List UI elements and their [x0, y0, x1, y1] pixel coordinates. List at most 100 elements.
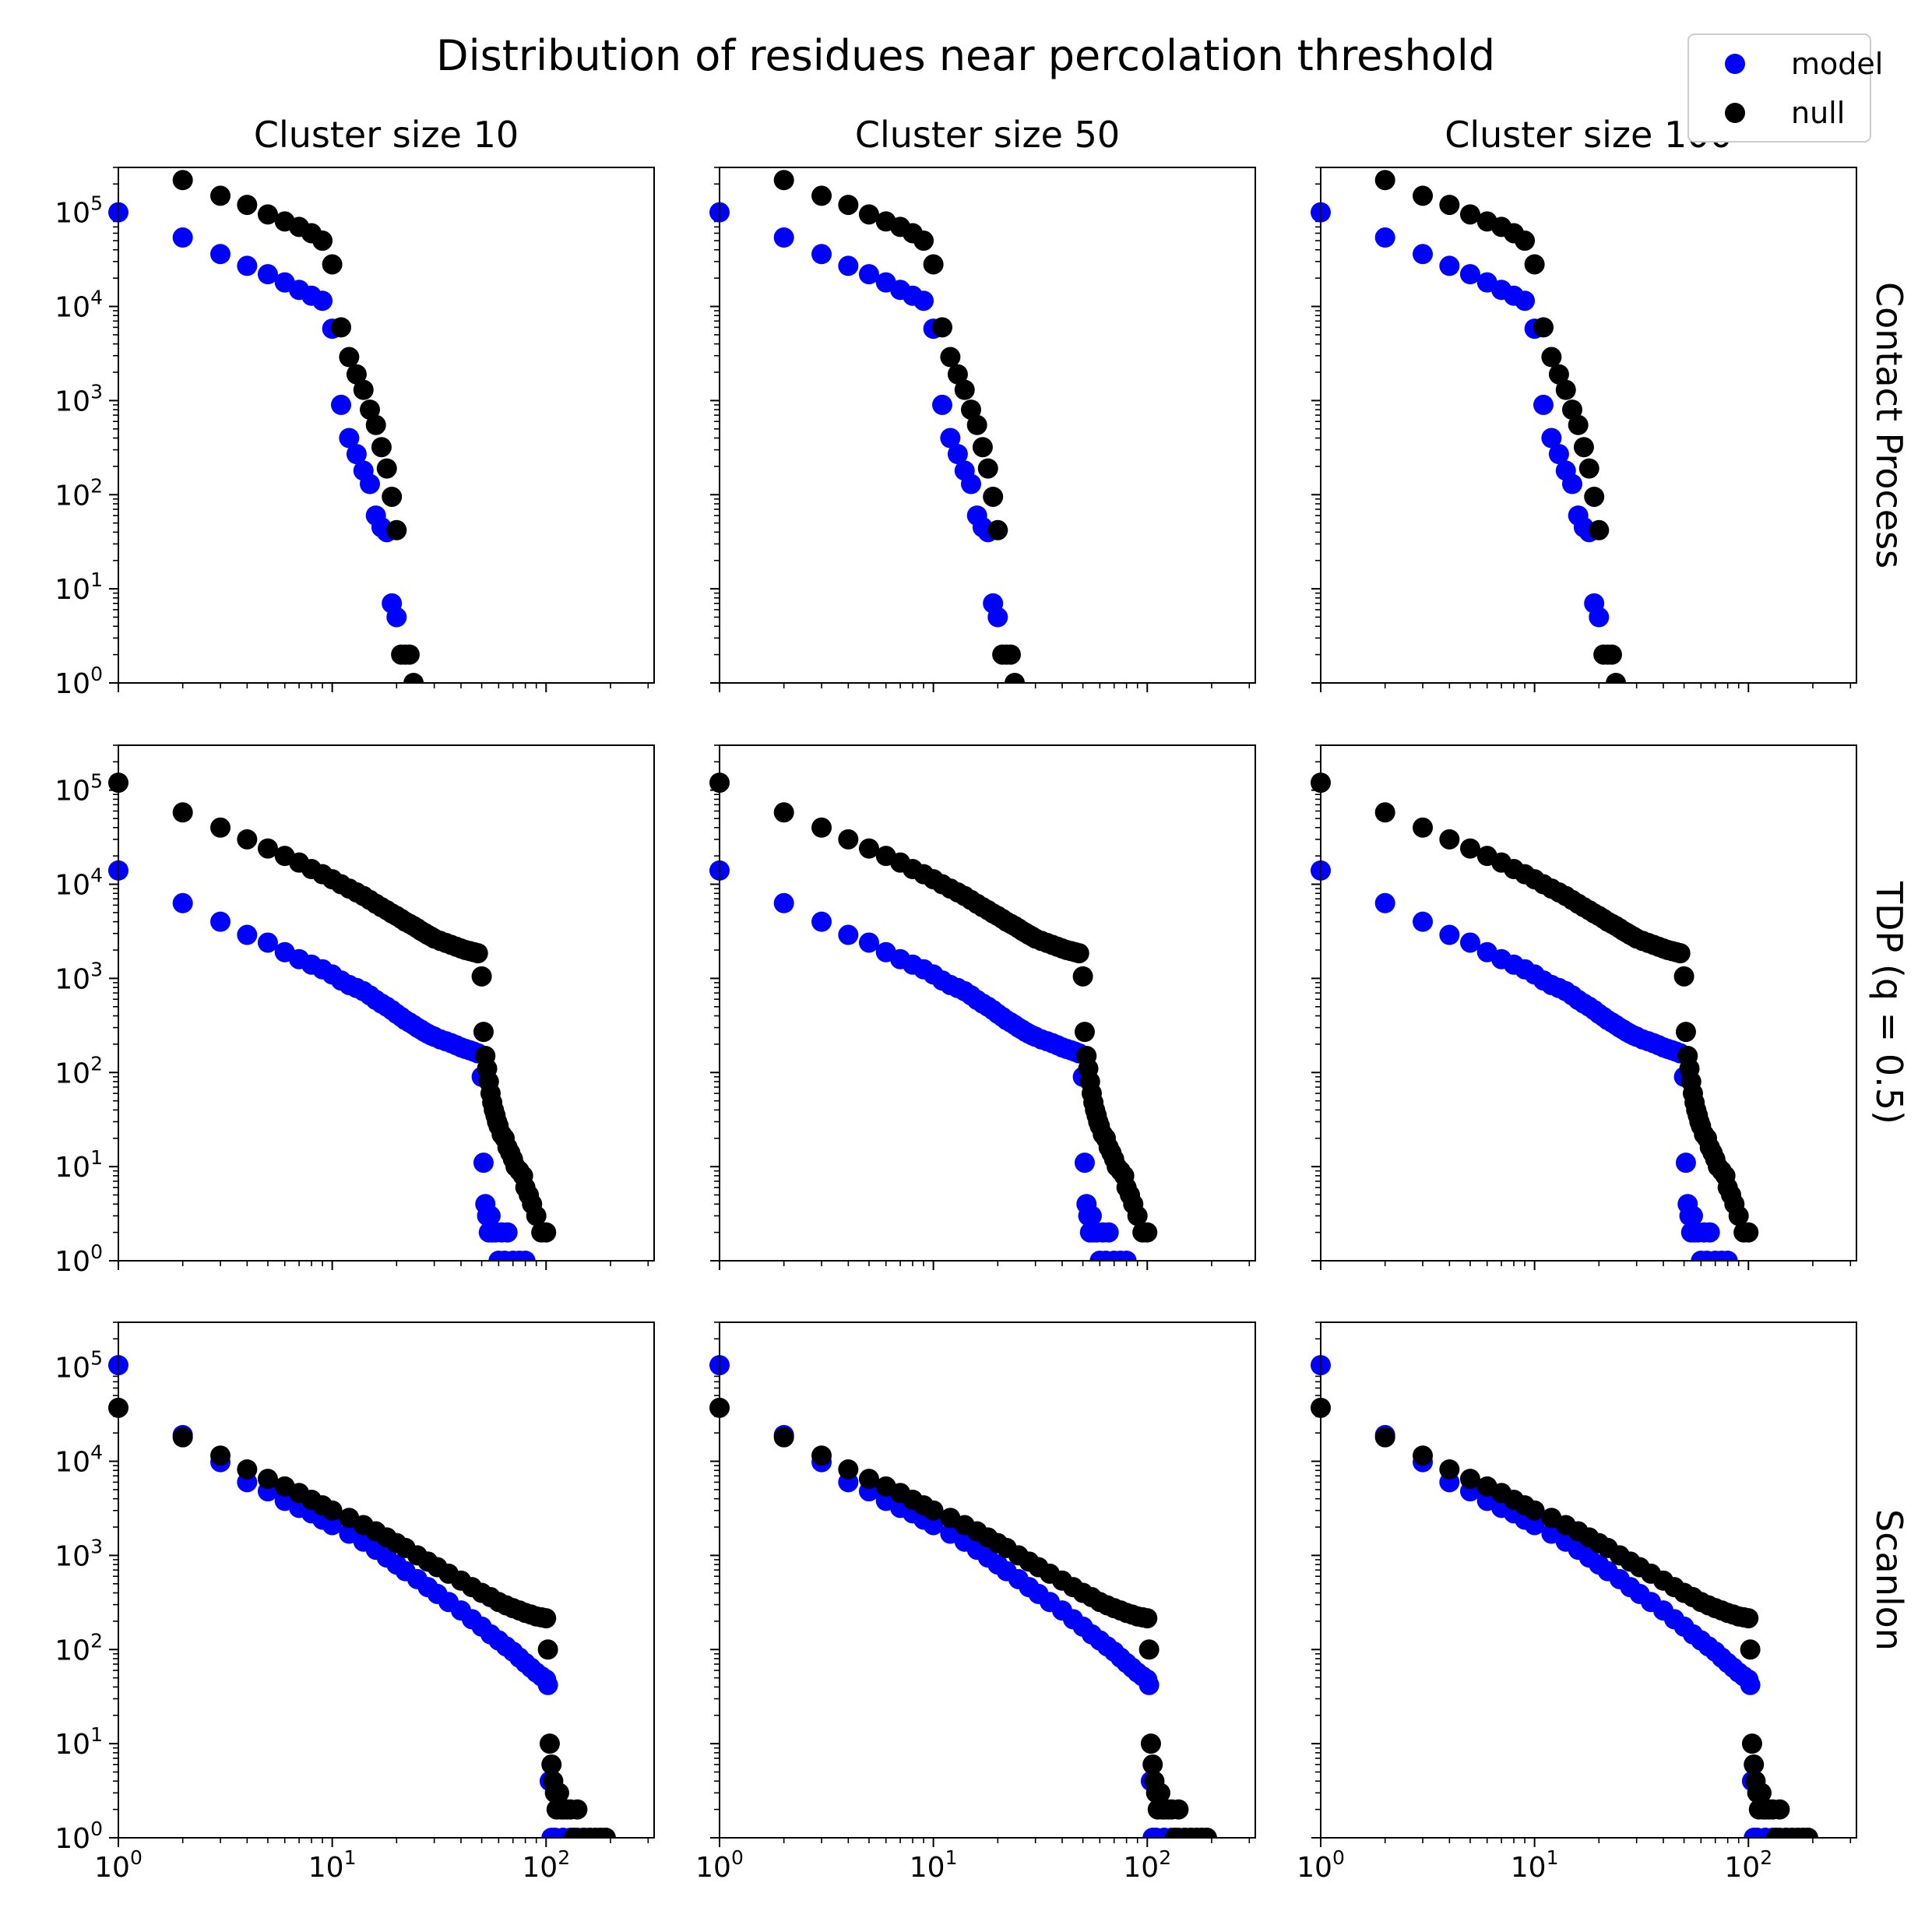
data-point-null: [1072, 966, 1093, 987]
data-point-null: [371, 437, 392, 458]
data-point-model: [172, 892, 193, 913]
data-point-null: [1555, 379, 1576, 400]
column-title-2: Cluster size 50: [855, 114, 1120, 156]
data-point-null: [257, 838, 278, 859]
x-tick-label-2: 102: [1724, 1846, 1772, 1884]
data-point-model: [1413, 244, 1434, 265]
data-point-model: [257, 264, 278, 285]
data-point-null: [1459, 1469, 1480, 1490]
series-null: [1311, 1397, 1818, 1838]
data-point-null: [210, 185, 231, 206]
data-point-model: [773, 892, 794, 913]
data-point-null: [838, 1459, 859, 1480]
data-point-model: [960, 473, 981, 494]
series-null: [1311, 772, 1759, 1243]
data-point-null: [353, 379, 374, 400]
axes-frame: [1320, 1321, 1857, 1839]
major-ticks: [109, 789, 547, 1270]
y-tick-label-1: 101: [55, 1146, 103, 1184]
data-point-null: [1741, 1733, 1762, 1754]
data-point-model: [339, 428, 360, 449]
data-point-model: [1682, 1205, 1703, 1226]
data-point-model: [858, 264, 879, 285]
data-point-model: [913, 290, 934, 311]
data-point-null: [548, 1782, 569, 1804]
axes-frame: [118, 1321, 655, 1839]
x-tick-label-0: 100: [94, 1846, 143, 1884]
major-ticks: [1311, 1366, 1750, 1847]
series-null: [172, 170, 424, 683]
data-point-null: [773, 1427, 794, 1448]
data-point-null: [537, 1639, 558, 1660]
data-point-null: [403, 673, 424, 683]
series-null: [709, 1397, 1217, 1838]
data-point-null: [471, 966, 492, 987]
axes-frame: [719, 1321, 1256, 1839]
data-point-model: [1459, 932, 1480, 953]
axes-frame: [118, 744, 655, 1262]
data-point-model: [359, 473, 380, 494]
data-point-null: [526, 1205, 547, 1226]
data-point-null: [1673, 966, 1694, 987]
data-point-model: [1561, 473, 1582, 494]
data-point-null: [473, 1022, 494, 1043]
data-point-null: [1578, 458, 1599, 479]
data-point-null: [346, 364, 367, 385]
data-point-null: [322, 1500, 343, 1521]
series-null: [108, 1397, 616, 1838]
x-tick-label-0: 100: [695, 1846, 744, 1884]
data-point-model: [1541, 428, 1562, 449]
data-point-null: [567, 1799, 588, 1820]
y-tick-label-1: 101: [55, 568, 103, 606]
data-point-null: [1439, 195, 1460, 216]
x-tick-label-1: 101: [910, 1846, 958, 1884]
series-null: [709, 772, 1158, 1243]
data-point-null: [987, 519, 1008, 540]
data-point-null: [940, 347, 961, 368]
data-point-null: [1738, 1222, 1759, 1243]
data-point-null: [1413, 817, 1434, 838]
y-tick-label-2: 102: [55, 474, 103, 512]
panel-r3-c1: 100 101 102 100 101 102 103 104 105: [55, 1321, 655, 1884]
data-point-model: [473, 1153, 494, 1174]
figure-title: Distribution of residues near percolatio…: [436, 31, 1495, 80]
data-point-null: [1568, 414, 1589, 435]
legend-label-model: model: [1791, 47, 1883, 81]
data-point-model: [1533, 394, 1554, 415]
data-point-model: [1138, 1674, 1160, 1695]
data-point-null: [172, 802, 193, 823]
minor-ticks: [714, 744, 1251, 1266]
minor-ticks: [714, 1321, 1251, 1843]
data-point-null: [1140, 1733, 1161, 1754]
data-point-null: [966, 414, 987, 435]
data-point-null: [977, 458, 998, 479]
data-point-model: [1589, 607, 1610, 628]
y-tick-label-0: 100: [55, 663, 103, 700]
data-point-null: [1670, 943, 1691, 964]
y-tick-label-1: 101: [55, 1723, 103, 1761]
data-point-null: [1744, 1754, 1765, 1775]
axes-frame: [1320, 167, 1857, 684]
minor-ticks: [113, 744, 649, 1266]
data-point-model: [1081, 1205, 1102, 1226]
data-point-null: [1374, 170, 1395, 191]
data-point-null: [386, 519, 407, 540]
legend: model null: [1687, 33, 1883, 143]
data-point-null: [1740, 1639, 1761, 1660]
data-point-null: [1196, 1828, 1217, 1838]
row-title-3: Scanlon: [1868, 1509, 1910, 1651]
data-point-model: [1439, 255, 1460, 276]
data-point-model: [1675, 1153, 1696, 1174]
axes-frame: [719, 744, 1256, 1262]
panel-r2-c2: [709, 744, 1256, 1270]
data-point-null: [1137, 1222, 1158, 1243]
series-model: [1311, 860, 1738, 1261]
data-point-null: [960, 399, 981, 421]
data-point-model: [322, 1515, 343, 1536]
legend-label-null: null: [1791, 96, 1845, 130]
series-model: [108, 860, 536, 1261]
data-point-null: [858, 204, 879, 225]
x-tick-label-1: 101: [308, 1846, 357, 1884]
minor-ticks: [113, 167, 649, 688]
